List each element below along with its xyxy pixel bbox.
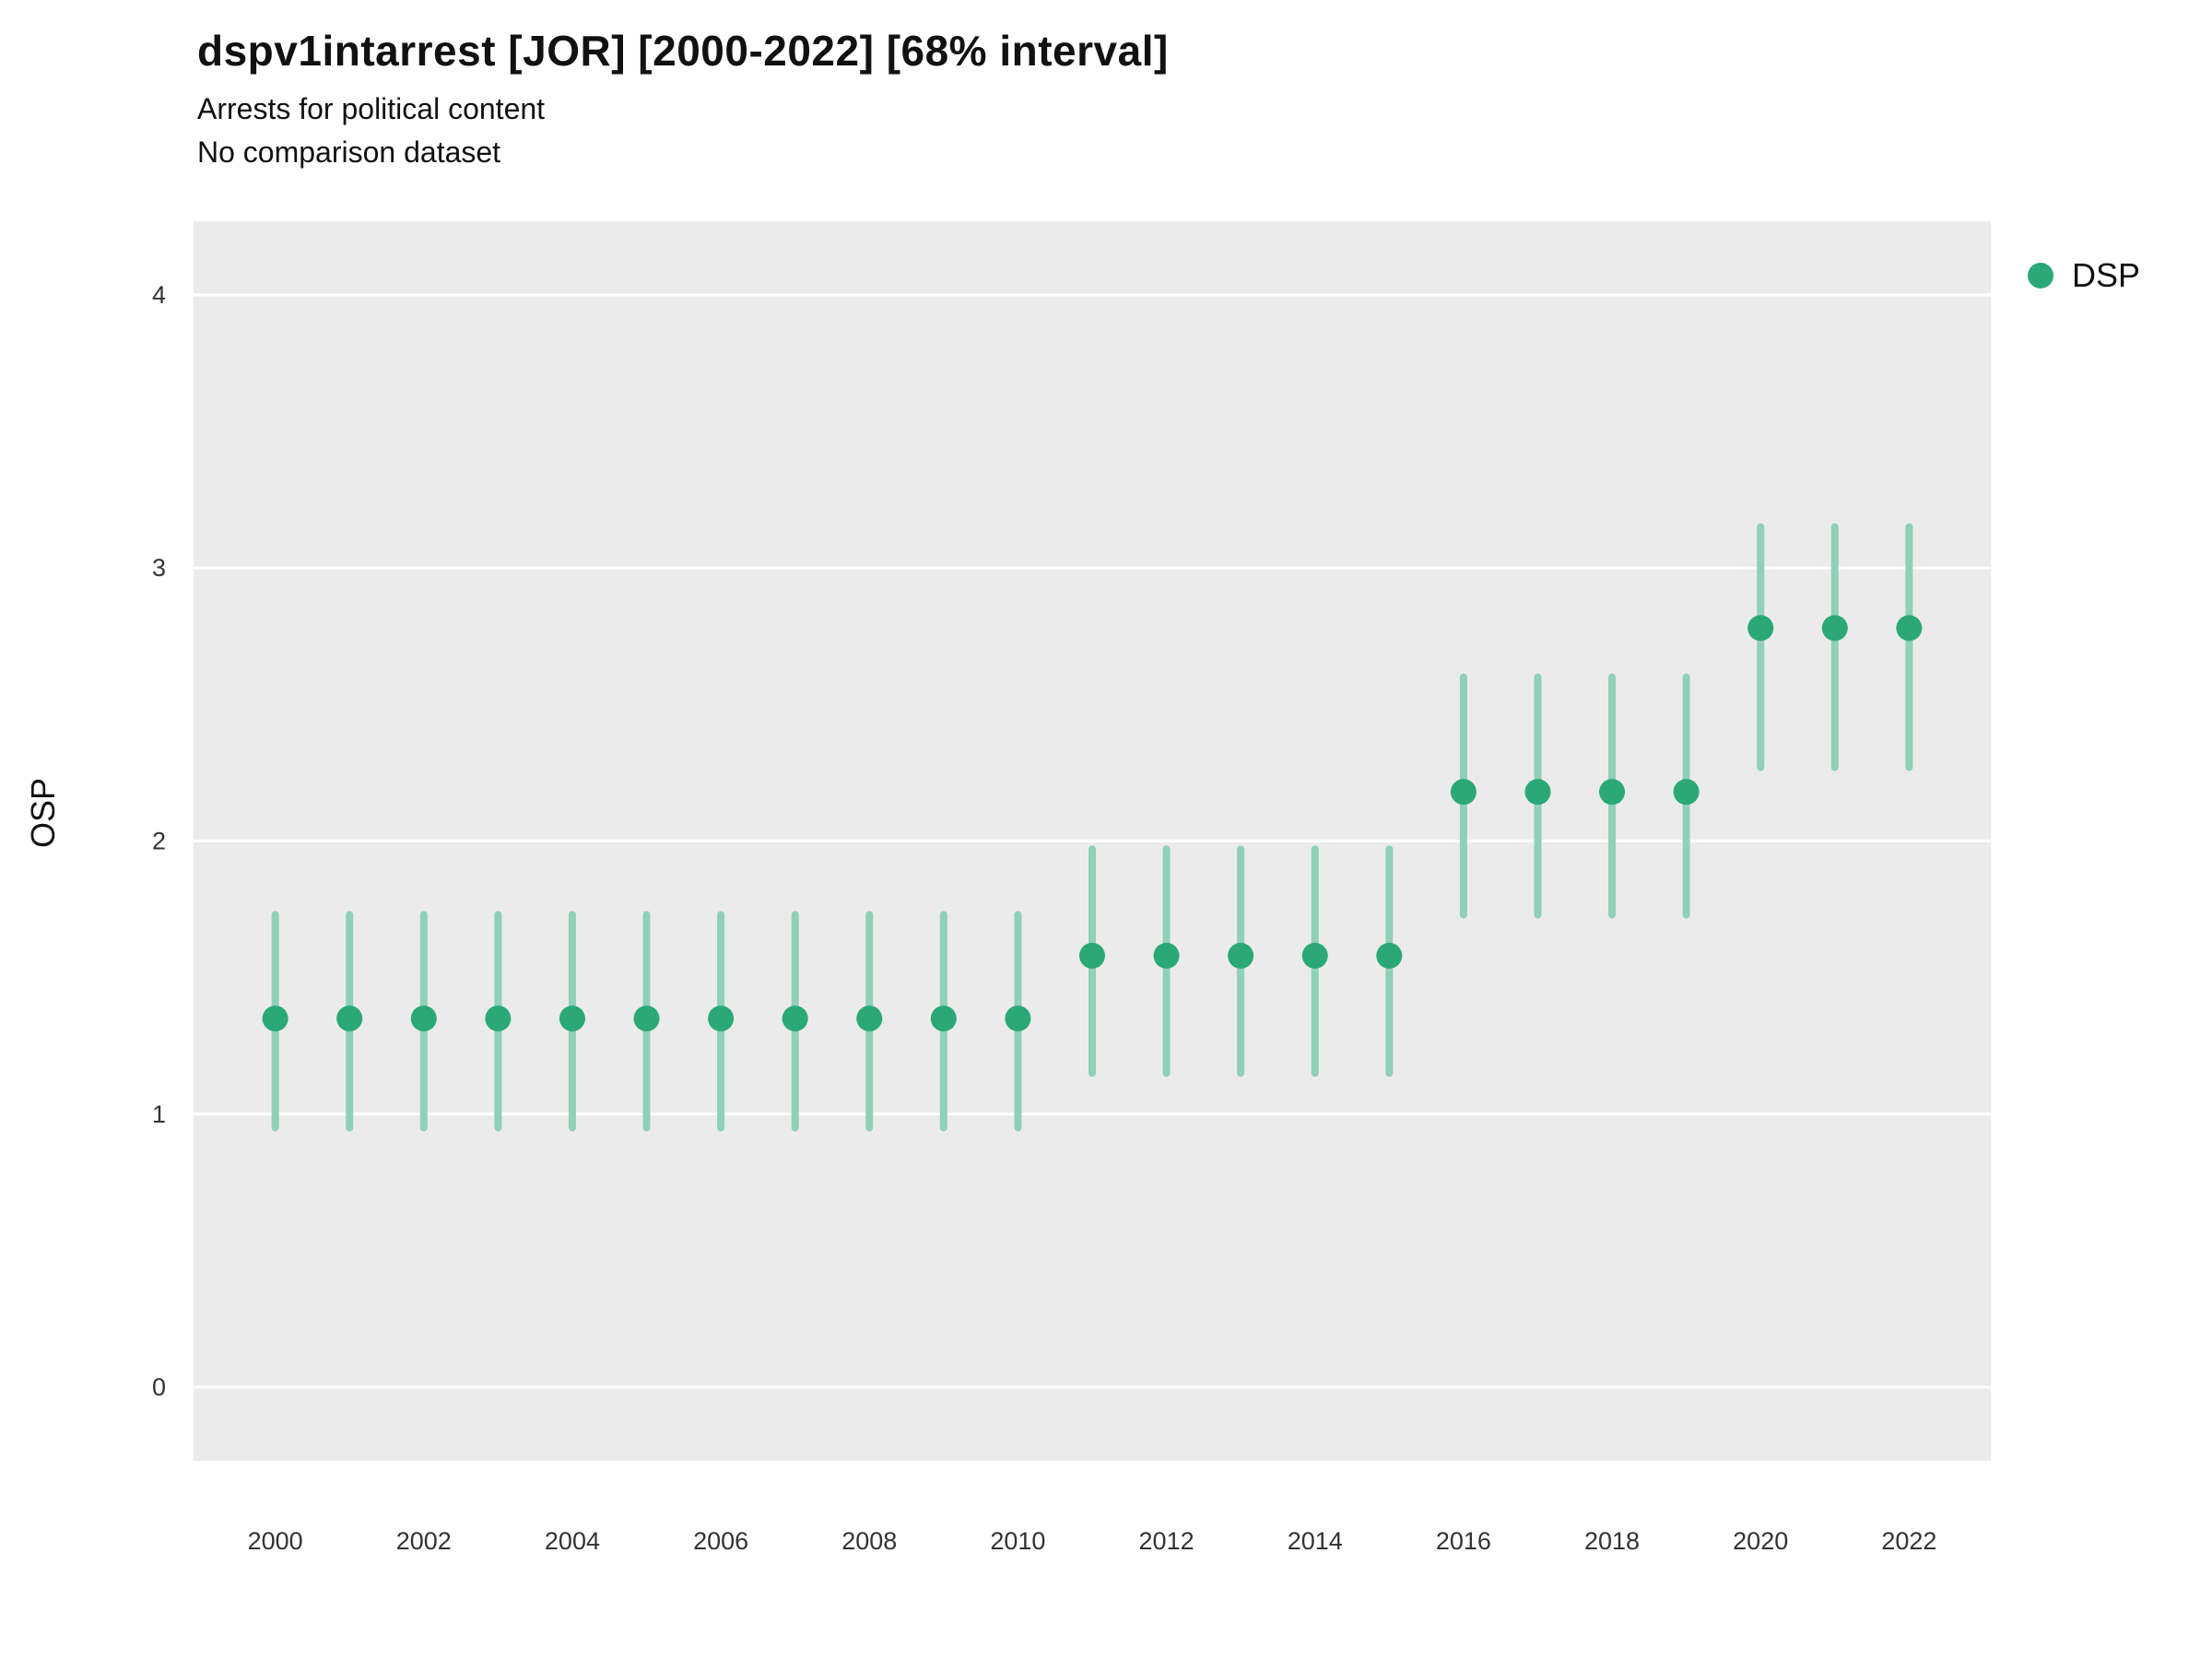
data-point	[1896, 615, 1923, 641]
x-tick-label: 2016	[1436, 1527, 1491, 1555]
data-point	[262, 1006, 288, 1032]
data-point	[930, 1006, 957, 1032]
data-point	[1599, 779, 1626, 806]
data-point	[1228, 942, 1254, 969]
data-point	[1747, 615, 1774, 641]
data-point	[782, 1006, 808, 1032]
data-point	[1821, 615, 1848, 641]
x-tick-label: 2010	[990, 1527, 1045, 1555]
legend-label: DSP	[2072, 256, 2141, 294]
chart-subtitle: Arrests for political content	[197, 92, 546, 125]
y-tick-label: 2	[152, 828, 166, 855]
data-point	[1005, 1006, 1031, 1032]
data-point	[410, 1006, 437, 1032]
chart-subtitle-2: No comparison dataset	[197, 135, 501, 169]
x-tick-label: 2008	[841, 1527, 897, 1555]
legend-dot-icon	[2028, 263, 2053, 288]
legend: DSP	[2028, 256, 2140, 295]
chart-header: dspv1intarrest [JOR] [2000-2022] [68% in…	[197, 26, 1169, 179]
y-tick-label: 4	[152, 281, 166, 309]
data-point	[1376, 942, 1403, 969]
x-tick-label: 2000	[248, 1527, 303, 1555]
data-point	[1524, 779, 1551, 806]
data-point	[336, 1006, 363, 1032]
x-tick-label: 2020	[1733, 1527, 1788, 1555]
chart-title: dspv1intarrest [JOR] [2000-2022] [68% in…	[197, 27, 1169, 75]
y-tick-label: 0	[152, 1373, 166, 1401]
data-point	[1153, 942, 1180, 969]
data-point	[856, 1006, 883, 1032]
x-tick-label: 2018	[1584, 1527, 1640, 1555]
x-tick-label: 2004	[545, 1527, 600, 1555]
y-tick-label: 3	[152, 554, 166, 582]
y-tick-label: 1	[152, 1100, 166, 1128]
data-point	[1301, 942, 1328, 969]
data-point	[485, 1006, 512, 1032]
x-tick-label: 2002	[396, 1527, 452, 1555]
data-point	[1673, 779, 1700, 806]
x-tick-label: 2012	[1139, 1527, 1194, 1555]
x-tick-label: 2006	[693, 1527, 748, 1555]
x-tick-label: 2022	[1881, 1527, 1936, 1555]
data-point	[1450, 779, 1477, 806]
data-point	[1079, 942, 1105, 969]
x-tick-label: 2014	[1288, 1527, 1343, 1555]
data-point	[708, 1006, 735, 1032]
data-point	[633, 1006, 660, 1032]
data-point	[559, 1006, 585, 1032]
